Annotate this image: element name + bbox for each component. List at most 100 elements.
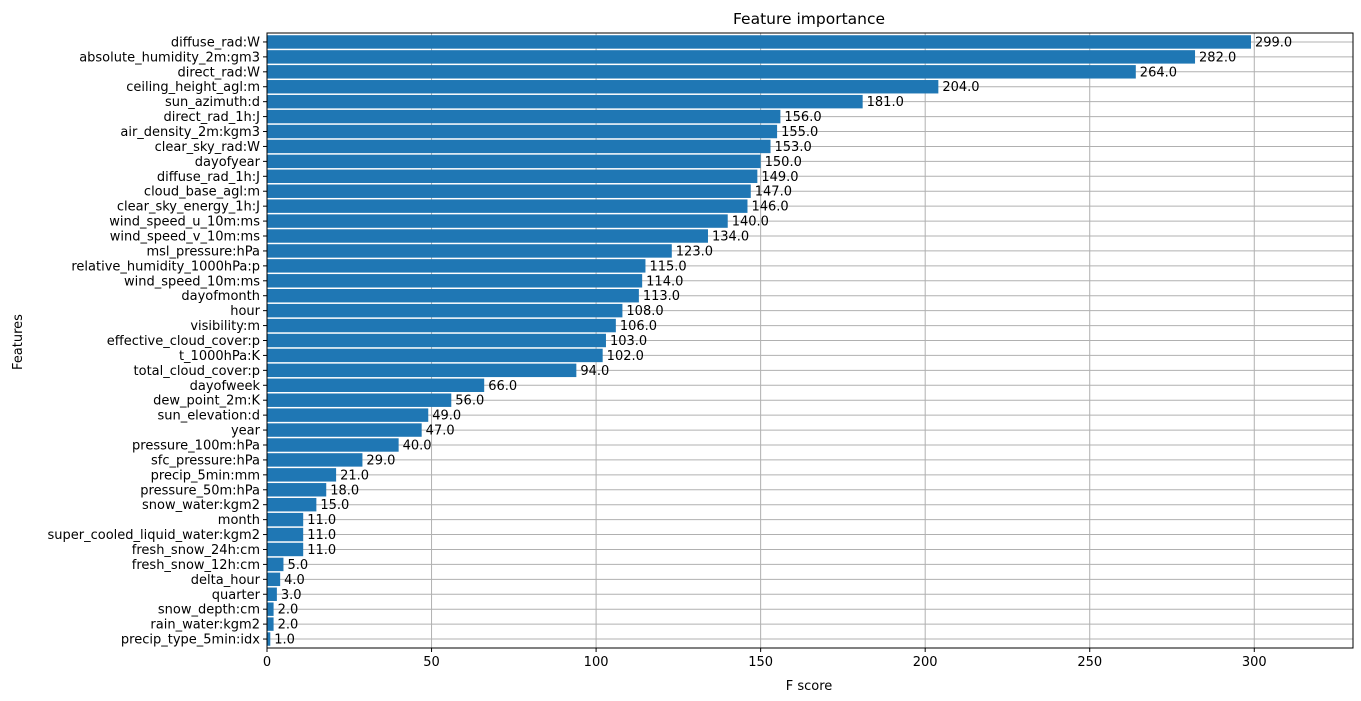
- data-label: 155.0: [781, 125, 818, 140]
- bar: [267, 617, 274, 631]
- data-label: 264.0: [1140, 65, 1177, 80]
- y-axis-label: Features: [11, 314, 26, 370]
- y-tick-label: sun_azimuth:d: [165, 95, 260, 110]
- y-tick-label: absolute_humidity_2m:gm3: [79, 50, 260, 65]
- y-tick-label: fresh_snow_24h:cm: [132, 543, 260, 558]
- data-label: 123.0: [676, 244, 713, 259]
- bar: [267, 50, 1196, 64]
- data-label: 94.0: [580, 364, 609, 379]
- bar: [267, 557, 284, 572]
- bar: [267, 587, 277, 601]
- data-label: 103.0: [610, 334, 647, 349]
- y-tick-label: year: [231, 424, 261, 439]
- data-label: 114.0: [646, 274, 683, 289]
- bar: [267, 259, 646, 273]
- data-label: 15.0: [320, 498, 349, 513]
- bar: [267, 289, 639, 303]
- data-label: 204.0: [942, 80, 979, 95]
- data-label: 147.0: [755, 185, 792, 200]
- data-label: 108.0: [626, 304, 663, 319]
- y-tick-label: wind_speed_u_10m:ms: [109, 215, 260, 230]
- x-tick-label: 200: [913, 655, 938, 670]
- y-tick-label: relative_humidity_1000hPa:p: [71, 259, 260, 274]
- bar: [267, 632, 271, 646]
- data-label: 47.0: [426, 424, 455, 439]
- x-tick-label: 50: [423, 655, 440, 670]
- y-tick-label: precip_5min:mm: [151, 468, 260, 483]
- bar: [267, 333, 606, 348]
- bar: [267, 109, 781, 124]
- data-label: 66.0: [488, 379, 517, 394]
- bar: [267, 423, 422, 437]
- data-label: 156.0: [784, 110, 821, 125]
- bar: [267, 94, 863, 109]
- y-tick-label: diffuse_rad:W: [171, 35, 260, 50]
- bar: [267, 214, 728, 228]
- y-tick-label: snow_water:kgm2: [142, 498, 260, 513]
- data-label: 5.0: [287, 558, 308, 573]
- bar: [267, 438, 399, 452]
- y-tick-label: pressure_50m:hPa: [140, 483, 260, 498]
- y-tick-label: direct_rad_1h:J: [164, 110, 260, 125]
- data-label: 282.0: [1199, 50, 1236, 65]
- x-tick-label: 300: [1242, 655, 1267, 670]
- y-tick-label: sun_elevation:d: [157, 409, 260, 424]
- bar: [267, 169, 758, 184]
- y-tick-label: cloud_base_agl:m: [144, 185, 260, 200]
- y-tick-label: dayofyear: [195, 155, 261, 170]
- y-tick-label: msl_pressure:hPa: [146, 244, 260, 259]
- y-tick-label: t_1000hPa:K: [179, 349, 261, 364]
- x-tick-label: 250: [1077, 655, 1102, 670]
- bar: [267, 318, 616, 333]
- y-tick-label: quarter: [212, 588, 261, 603]
- y-tick-label: dew_point_2m:K: [153, 394, 260, 409]
- y-tick-label: precip_type_5min:idx: [121, 633, 260, 648]
- y-tick-label: wind_speed_10m:ms: [124, 274, 260, 289]
- x-tick-label: 100: [584, 655, 609, 670]
- bar: [267, 363, 577, 378]
- y-tick-label: dayofmonth: [181, 289, 260, 304]
- y-tick-label: diffuse_rad_1h:J: [157, 170, 260, 185]
- y-tick-label: total_cloud_cover:p: [134, 364, 260, 379]
- bar: [267, 378, 485, 392]
- data-label: 102.0: [607, 349, 644, 364]
- chart-title: Feature importance: [733, 10, 885, 28]
- data-labels: 299.0 282.0 264.0 204.0 181.0 156.0155.0153.0…: [274, 35, 1292, 647]
- bar: [267, 274, 643, 288]
- y-tick-label: month: [218, 513, 260, 528]
- bar: [267, 483, 327, 497]
- y-tick-label: delta_hour: [191, 573, 261, 588]
- bar: [267, 124, 778, 139]
- data-label: 18.0: [330, 483, 359, 498]
- bar: [267, 139, 771, 154]
- data-label: 150.0: [765, 155, 802, 170]
- data-label: 2.0: [278, 603, 299, 618]
- data-label: 140.0: [732, 215, 769, 230]
- y-tick-label: visibility:m: [190, 319, 260, 334]
- y-tick-label: fresh_snow_12h:cm: [132, 558, 260, 573]
- data-label: 113.0: [643, 289, 680, 304]
- bar: [267, 184, 751, 198]
- plot-frame: [266, 32, 1354, 649]
- bar: [267, 468, 337, 482]
- bar: [267, 572, 281, 587]
- bar: [267, 542, 304, 557]
- bar: [267, 408, 429, 422]
- x-tick-label: 0: [263, 655, 271, 670]
- data-label: 29.0: [366, 453, 395, 468]
- bar: [267, 348, 603, 363]
- data-label: 146.0: [751, 200, 788, 215]
- bar: [267, 80, 939, 94]
- y-tick-labels: diffuse_rad:Wabsolute_humidity_2m:gm3dir…: [47, 35, 267, 648]
- x-ticks: 0 50 100 150 200 250 300: [263, 648, 1267, 670]
- bar: [267, 35, 1251, 49]
- data-label: 11.0: [307, 543, 336, 558]
- bar: [267, 453, 363, 467]
- bar: [267, 393, 452, 407]
- y-tick-label: direct_rad:W: [178, 65, 261, 80]
- data-label: 4.0: [284, 573, 305, 588]
- data-label: 21.0: [340, 468, 369, 483]
- y-tick-label: clear_sky_energy_1h:J: [117, 200, 260, 215]
- x-tick-label: 150: [748, 655, 773, 670]
